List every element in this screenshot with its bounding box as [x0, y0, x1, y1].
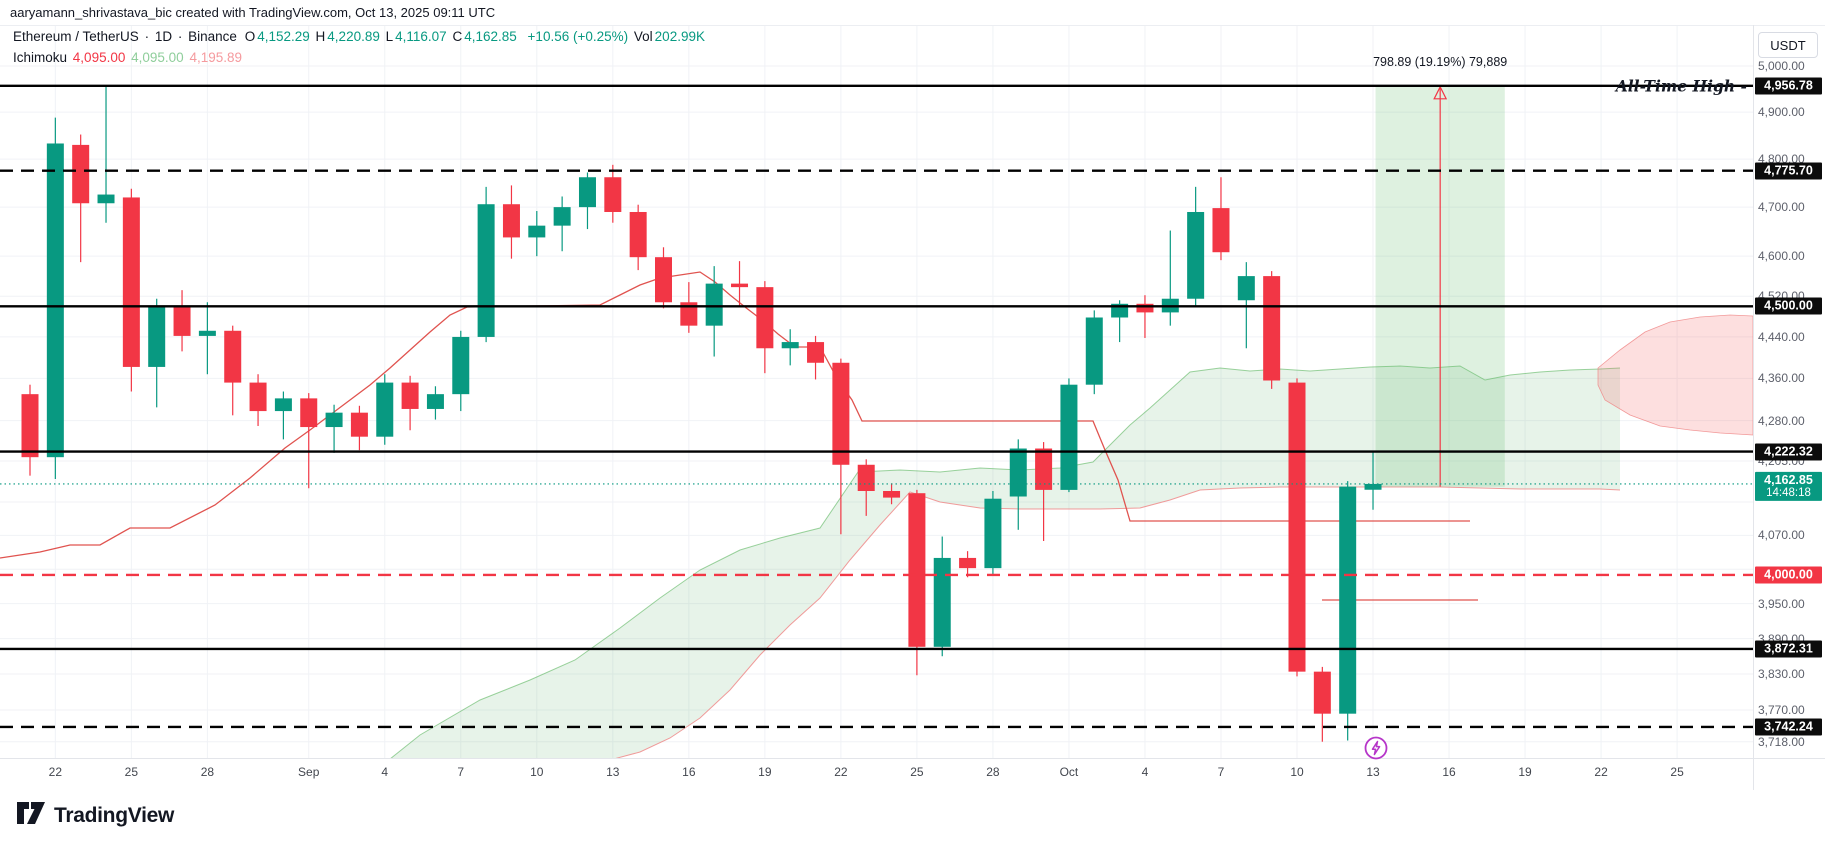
ichimoku-legend[interactable]: Ichimoku 4,095.00 4,095.00 4,195.89 — [13, 50, 244, 65]
tradingview-logo-text: TradingView — [54, 803, 175, 827]
price-level-badge: 4,956.78 — [1755, 77, 1822, 95]
time-tick-label: 13 — [1366, 765, 1380, 779]
time-tick-label: Oct — [1059, 765, 1079, 779]
high-label: H — [315, 29, 326, 44]
open-value: 4,152.29 — [257, 29, 310, 44]
time-tick-label: 28 — [986, 765, 1000, 779]
price-level-badge: 4,775.70 — [1755, 162, 1822, 180]
time-tick-label: 25 — [910, 765, 924, 779]
symbol-legend[interactable]: Ethereum / TetherUS · 1D · Binance O 4,15… — [13, 29, 707, 44]
price-level-badge: 4,000.00 — [1755, 566, 1822, 584]
current-price-badge: 4,162.85 14:48:18 — [1755, 471, 1822, 501]
time-axis-divider — [0, 758, 1825, 759]
ichimoku-lagging-value: 4,195.89 — [189, 50, 243, 65]
price-level-badge: 3,872.31 — [1755, 640, 1822, 658]
price-level-badge: 3,742.24 — [1755, 718, 1822, 736]
time-tick-label: 16 — [682, 765, 696, 779]
price-range-measure-label: 798.89 (19.19%) 79,889 — [1373, 54, 1508, 69]
time-tick-label: 22 — [48, 765, 63, 779]
time-tick-label: 4 — [381, 765, 389, 779]
price-tick-label: 3,950.00 — [1758, 596, 1805, 611]
volume-label: Vol — [633, 29, 653, 44]
ichimoku-label: Ichimoku — [13, 50, 68, 65]
ichimoku-conversion-value: 4,095.00 — [72, 50, 126, 65]
time-tick-label: Sep — [298, 765, 320, 779]
header-divider — [0, 25, 1825, 26]
price-axis-divider — [1753, 25, 1754, 790]
time-tick-label: 19 — [758, 765, 772, 779]
time-tick-label: 25 — [124, 765, 139, 779]
price-level-badge: 4,500.00 — [1755, 297, 1822, 315]
current-price-value: 4,162.85 — [1764, 472, 1813, 487]
time-tick-label: 19 — [1518, 765, 1532, 779]
price-tick-label: 4,280.00 — [1758, 413, 1805, 428]
time-tick-label: 16 — [1442, 765, 1456, 779]
price-tick-label: 4,900.00 — [1758, 105, 1805, 120]
price-tick-label: 4,070.00 — [1758, 528, 1805, 543]
tradingview-logo-icon — [16, 800, 46, 831]
time-tick-label: 22 — [1594, 765, 1608, 779]
time-tick-label: 10 — [1290, 765, 1304, 779]
time-tick-label: 4 — [1141, 765, 1149, 779]
change-value: +10.56 (+0.25%) — [527, 29, 629, 44]
close-label: C — [452, 29, 463, 44]
time-tick-label: 22 — [834, 765, 848, 779]
ichimoku-base-value: 4,095.00 — [131, 50, 184, 65]
volume-value: 202.99K — [654, 29, 705, 44]
time-tick-label: 7 — [457, 765, 465, 779]
low-value: 4,116.07 — [395, 29, 447, 44]
price-level-badge: 4,222.32 — [1755, 443, 1822, 461]
time-tick-label: 10 — [530, 765, 544, 779]
symbol-title: Ethereum / TetherUS · 1D · Binance — [13, 29, 237, 44]
time-tick-label: 25 — [1670, 765, 1684, 779]
open-label: O — [244, 29, 256, 44]
currency-toggle-button[interactable]: USDT — [1758, 32, 1818, 58]
time-tick-label: 28 — [200, 765, 215, 779]
low-label: L — [385, 29, 394, 44]
time-tick-label: 13 — [606, 765, 620, 779]
price-tick-label: 3,830.00 — [1758, 667, 1805, 682]
price-tick-label: 4,440.00 — [1758, 329, 1805, 344]
price-tick-label: 3,770.00 — [1758, 703, 1805, 718]
high-value: 4,220.89 — [327, 29, 380, 44]
price-tick-label: 4,360.00 — [1758, 371, 1805, 386]
price-tick-label: 4,600.00 — [1758, 249, 1805, 264]
all-time-high-note[interactable]: All-Time High - — [1615, 76, 1747, 96]
attribution-text: aaryamann_shrivastava_bic created with T… — [10, 5, 496, 20]
time-tick-label: 7 — [1217, 765, 1225, 779]
tradingview-logo[interactable]: TradingView — [16, 800, 174, 831]
price-tick-label: 3,718.00 — [1758, 734, 1805, 749]
price-tick-label: 4,700.00 — [1758, 200, 1805, 215]
flash-icon[interactable] — [1363, 735, 1389, 766]
bar-countdown-timer: 14:48:18 — [1766, 486, 1811, 499]
price-tick-label: 5,000.00 — [1758, 59, 1805, 73]
close-value: 4,162.85 — [464, 29, 517, 44]
